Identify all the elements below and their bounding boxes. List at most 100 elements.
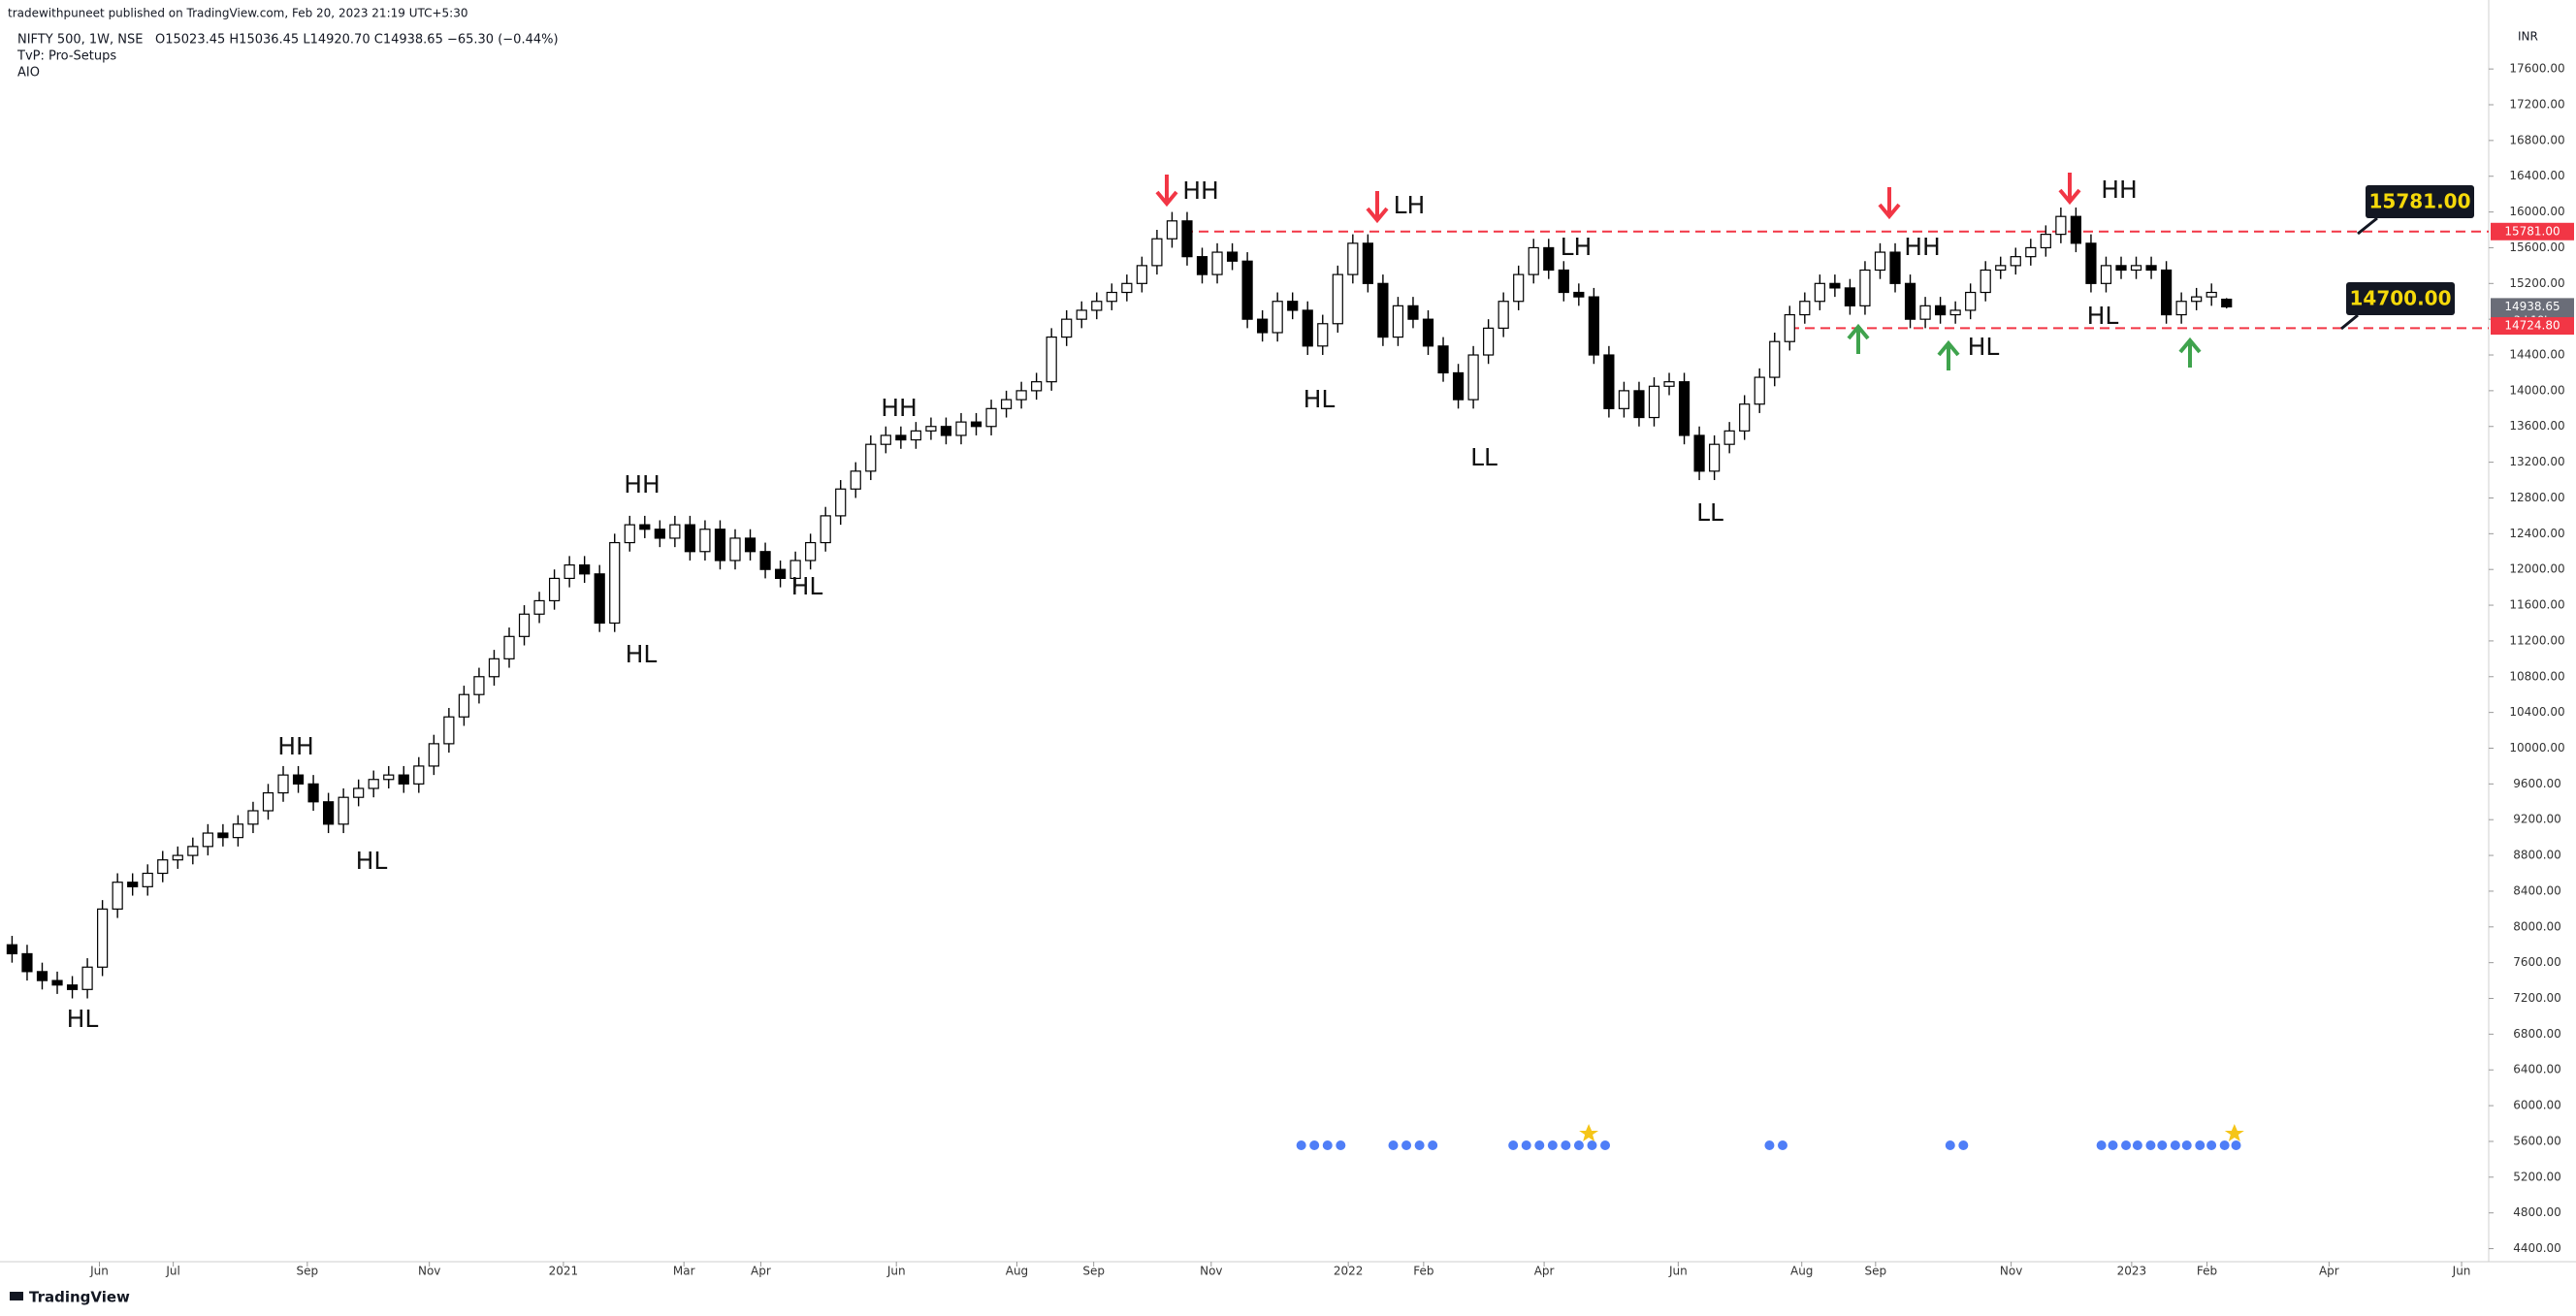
up-arrow [1937, 339, 1960, 370]
footer: TradingView [29, 1289, 130, 1306]
candle-body [51, 979, 63, 986]
swing-label: HL [356, 847, 388, 875]
candle-body [398, 774, 409, 785]
y-tick-label: 6400.00 [2513, 1063, 2561, 1076]
signal-dot [1521, 1140, 1531, 1150]
y-tick-label: 12400.00 [2509, 527, 2564, 540]
level-tag-bg [2491, 222, 2574, 241]
signal-dot [2195, 1140, 2206, 1150]
indicator: AIO [17, 66, 40, 80]
candle-body [1693, 434, 1705, 472]
candle-body [1181, 220, 1193, 258]
candle-body [66, 984, 79, 990]
candle-body [2040, 234, 2051, 249]
y-tick-label: 7600.00 [2513, 955, 2561, 969]
candle-body [1000, 399, 1013, 409]
signal-dot [1777, 1140, 1787, 1150]
y-tick-label: 16400.00 [2509, 169, 2564, 182]
candle-body [1663, 381, 1675, 387]
x-tick-label: 2021 [549, 1265, 579, 1278]
down-arrow [1366, 191, 1389, 224]
candle-body [2161, 269, 2173, 316]
x-tick-label: 2022 [1334, 1265, 1364, 1278]
candle-body [1166, 220, 1178, 240]
signal-star [1579, 1124, 1599, 1141]
up-arrow [1847, 323, 1870, 354]
y-tick-label: 17600.00 [2509, 62, 2564, 76]
candle-body [1995, 265, 2007, 272]
candle-body [277, 774, 289, 794]
candle-body [835, 488, 847, 517]
signal-dot [1508, 1140, 1519, 1150]
candle-body [157, 859, 169, 875]
candle-body [2010, 256, 2021, 267]
candle-body [503, 635, 515, 659]
level-tag: 15781.00 [2504, 224, 2560, 238]
candle-body [1874, 251, 1886, 272]
candle-body [1422, 318, 1434, 347]
signal-dot [1322, 1140, 1333, 1150]
candle-body [21, 952, 33, 973]
candle-body [1935, 305, 1947, 316]
candle-body [1528, 246, 1539, 275]
signal-dot [1600, 1140, 1611, 1150]
candle-body [81, 966, 93, 990]
x-tick-label: Jun [2452, 1265, 2471, 1278]
last-price-tag: 14938.65 [2504, 300, 2560, 313]
y-tick-label: 4400.00 [2513, 1241, 2561, 1255]
candle-body [744, 537, 757, 553]
signal-dot [1561, 1140, 1571, 1150]
footer-logo: TradingView [10, 1289, 130, 1306]
x-tick-label: Apr [2319, 1265, 2339, 1278]
candle-body [413, 765, 425, 785]
candle-body [1452, 371, 1465, 401]
candle-body [1211, 251, 1223, 275]
candle-body [774, 568, 787, 580]
candle-body [518, 613, 531, 637]
y-tick-label: 10800.00 [2509, 669, 2564, 683]
candle-body [307, 783, 319, 803]
callout-label: 15781.00 [2368, 190, 2470, 213]
candle-body [97, 908, 109, 968]
candle-body [895, 434, 907, 441]
signal-dot [1534, 1140, 1545, 1150]
candle-body [1543, 246, 1555, 272]
swing-label: HH [277, 732, 314, 760]
candle-body [428, 743, 439, 767]
y-tick-label: 7200.00 [2513, 991, 2561, 1005]
signal-dot [1309, 1140, 1320, 1150]
candle-body [443, 716, 455, 745]
candle-body [1437, 345, 1449, 374]
candle-body [1603, 354, 1615, 409]
y-tick-label: 12000.00 [2509, 562, 2564, 576]
signal-dot [1547, 1140, 1558, 1150]
candle-body [1407, 305, 1419, 320]
currency: INR [2518, 30, 2538, 44]
candle-body [1784, 313, 1795, 342]
candle-body [1046, 336, 1057, 383]
x-tick-label: Mar [673, 1265, 695, 1278]
candle-body [789, 560, 801, 580]
candle-body [1678, 381, 1690, 436]
candle-body [142, 872, 153, 887]
candle-body [609, 541, 621, 625]
up-arrow [2178, 337, 2202, 368]
candle-body [202, 832, 213, 848]
swing-label: LL [1696, 498, 1723, 527]
candle-body [2145, 265, 2157, 272]
candle-body [187, 846, 199, 856]
candle-body [353, 787, 365, 798]
signal-dot [1401, 1140, 1412, 1150]
signal-dot [2181, 1140, 2192, 1150]
candle-body [217, 832, 229, 839]
y-tick-label: 10400.00 [2509, 705, 2564, 719]
candle-body [368, 779, 379, 789]
x-tick-label: Feb [1413, 1265, 1433, 1278]
signal-dot [2132, 1140, 2142, 1150]
candle-body [292, 774, 305, 785]
candle-body [985, 407, 997, 428]
x-tick-label: Sep [297, 1265, 319, 1278]
candle-body [1965, 291, 1977, 311]
